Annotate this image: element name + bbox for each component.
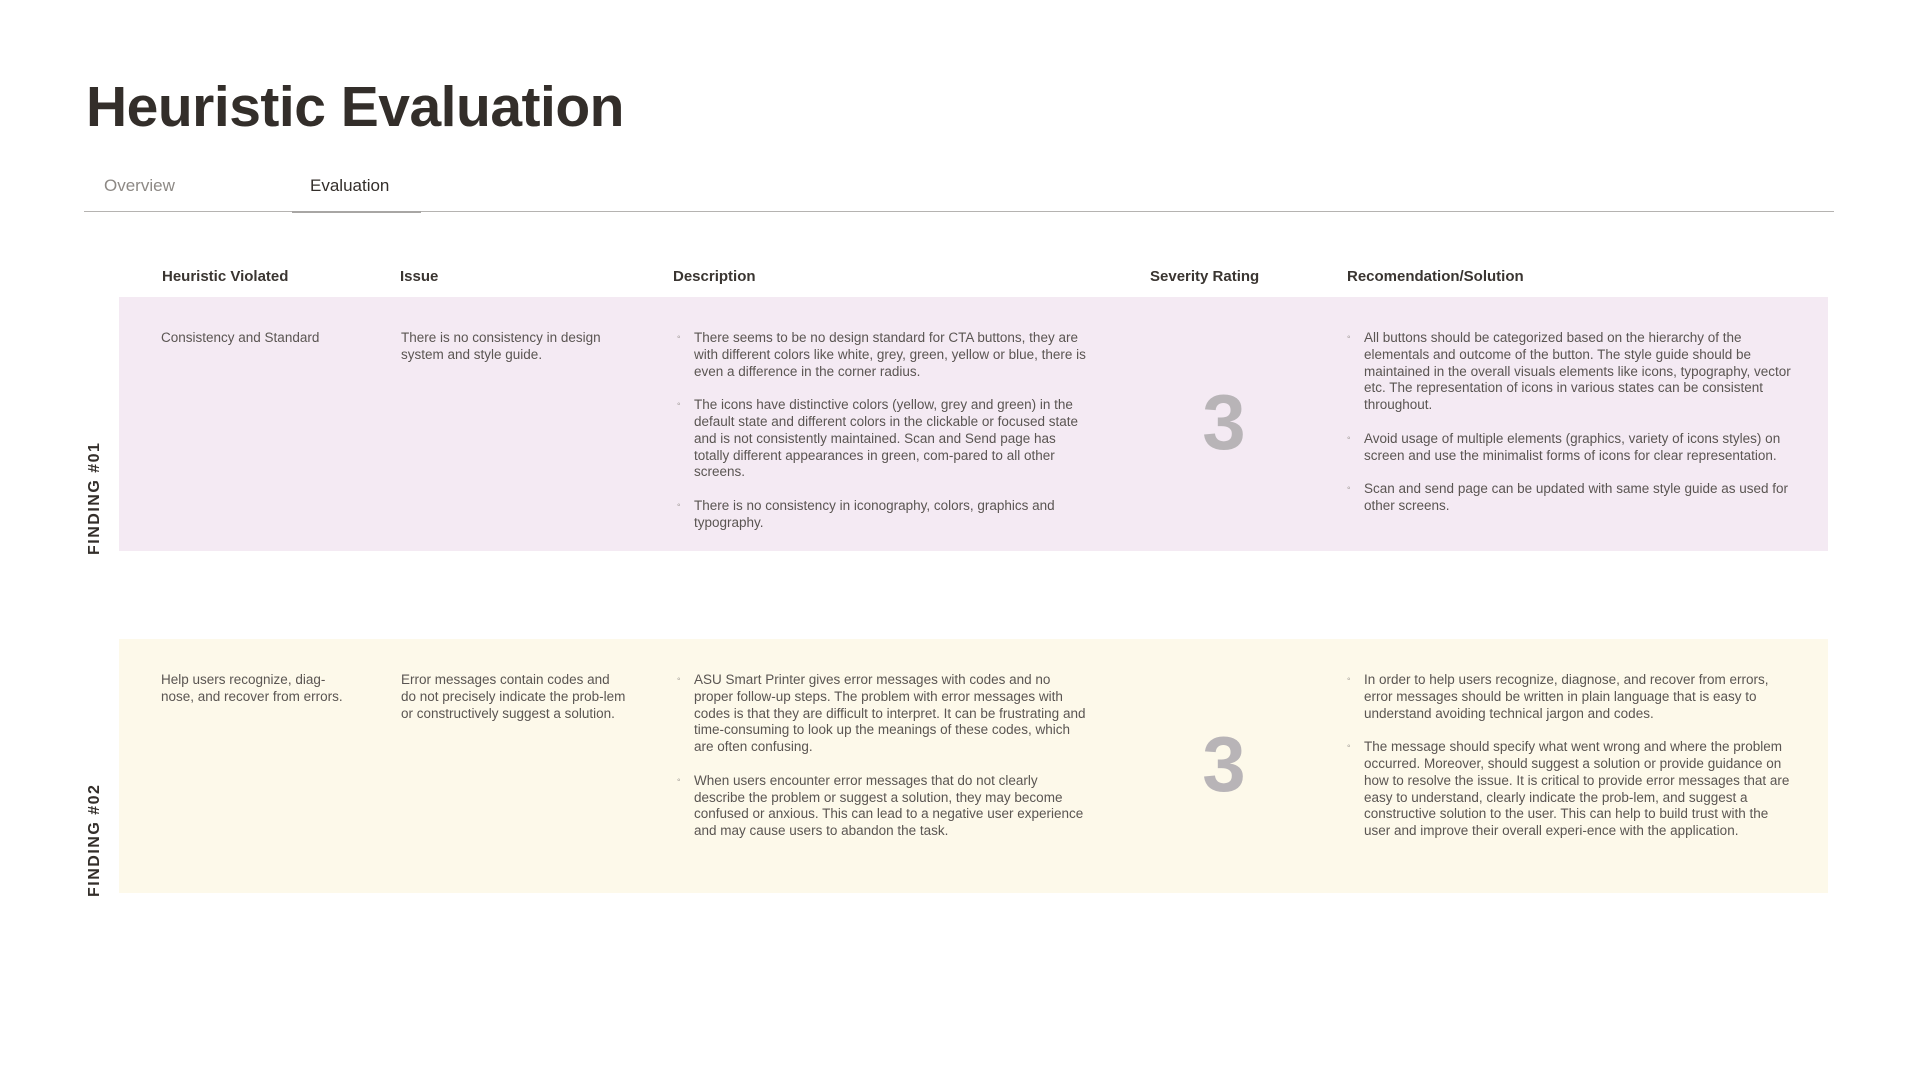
description-cell: There seems to be no design standard for… (677, 330, 1087, 548)
recommendation-cell-list: In order to help users recognize, diagno… (1347, 672, 1797, 840)
bullet-item: The message should specify what went wro… (1347, 739, 1797, 840)
recommendation-cell: All buttons should be categorized based … (1347, 330, 1797, 532)
column-header-heuristic: Heuristic Violated (162, 268, 289, 285)
tab-bar: Overview Evaluation (84, 170, 1834, 213)
bullet-item: There is no consistency in iconography, … (677, 498, 1087, 532)
heuristic-cell: Help users recognize, diag-nose, and rec… (161, 672, 343, 704)
description-cell-list: ASU Smart Printer gives error messages w… (677, 672, 1087, 840)
column-header-severity: Severity Rating (1150, 268, 1260, 285)
finding-row: Help users recognize, diag-nose, and rec… (119, 639, 1828, 893)
heuristic-cell: Consistency and Standard (161, 330, 320, 345)
description-cell: ASU Smart Printer gives error messages w… (677, 672, 1087, 857)
tab-evaluation[interactable]: Evaluation (310, 176, 390, 195)
recommendation-cell-list: All buttons should be categorized based … (1347, 330, 1797, 515)
active-tab-indicator (292, 211, 421, 213)
column-header-description: Description (673, 268, 756, 285)
issue-cell: There is no consistency in design system… (401, 330, 601, 362)
bullet-item: In order to help users recognize, diagno… (1347, 672, 1797, 722)
bullet-item: When users encounter error messages that… (677, 773, 1087, 840)
tab-overview[interactable]: Overview (104, 176, 175, 195)
finding-label: FINDING #01 (86, 441, 103, 555)
page-title: Heuristic Evaluation (86, 75, 625, 139)
description-cell-list: There seems to be no design standard for… (677, 330, 1087, 532)
severity-rating: 3 (1202, 720, 1246, 808)
severity-rating: 3 (1202, 378, 1246, 466)
bullet-item: All buttons should be categorized based … (1347, 330, 1797, 414)
bullet-item: Avoid usage of multiple elements (graphi… (1347, 431, 1797, 465)
bullet-item: The icons have distinctive colors (yello… (677, 397, 1087, 481)
issue-cell: Error messages contain codes and do not … (401, 672, 626, 721)
finding-row: Consistency and Standard There is no cons… (119, 297, 1828, 551)
bullet-item: ASU Smart Printer gives error messages w… (677, 672, 1087, 756)
finding-label: FINDING #02 (86, 783, 103, 897)
bullet-item: There seems to be no design standard for… (677, 330, 1087, 380)
column-header-issue: Issue (400, 268, 439, 285)
recommendation-cell: In order to help users recognize, diagno… (1347, 672, 1797, 857)
column-header-recommendation: Recomendation/Solution (1347, 268, 1524, 285)
bullet-item: Scan and send page can be updated with s… (1347, 481, 1797, 515)
